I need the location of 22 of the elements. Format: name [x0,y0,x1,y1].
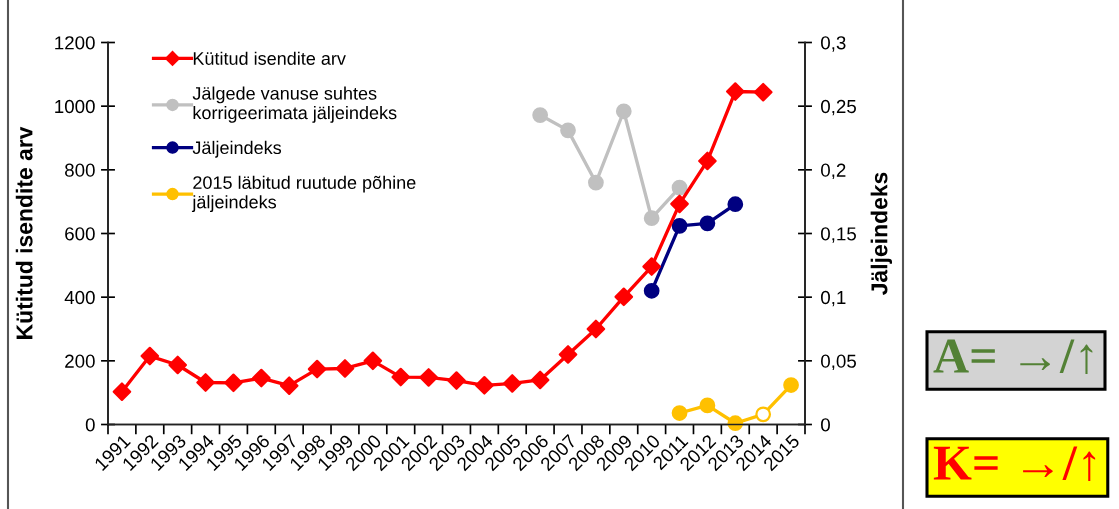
legend-label: Jälgede vanuse suhtes korrigeerimata jäljeindeks [192,86,397,123]
y2-axis-title: Jäljeindeks [870,172,893,295]
y-tick-label: 0 [85,418,95,432]
y-tick-label: 800 [65,163,95,177]
y2-tick-label: 0,25 [821,99,856,116]
y-tick-label: 1000 [55,99,95,114]
legend-label: 2015 läbitud ruutude põhine jäljeindeks [191,175,416,213]
y-axis-title: Kütitud isendite arv [15,126,33,339]
y2-tick-label: 0 [821,418,830,432]
y2-tick-label: 0,1 [821,290,846,307]
y2-tick-label: 0,05 [821,354,856,371]
y2-tick-label: 0,2 [821,163,846,180]
text: A= →/↑ [933,339,1093,375]
y2-tick-label: 0,3 [821,36,846,52]
legend-label: Jäljeindeks [192,140,282,158]
y-tick-label: 200 [65,354,95,368]
y-tick-label: 400 [64,290,95,305]
y2-tick-label: 0,15 [821,227,856,243]
legend-label: Kütitud isendite arv [193,51,346,65]
text: K= →/↑ [933,446,1096,482]
y-tick-label: 1200 [55,36,95,50]
y-tick-label: 600 [65,227,95,241]
